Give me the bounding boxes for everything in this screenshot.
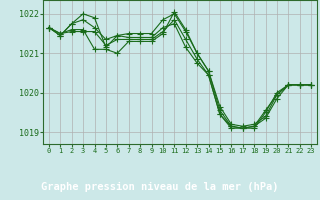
Text: Graphe pression niveau de la mer (hPa): Graphe pression niveau de la mer (hPa) bbox=[41, 182, 279, 192]
